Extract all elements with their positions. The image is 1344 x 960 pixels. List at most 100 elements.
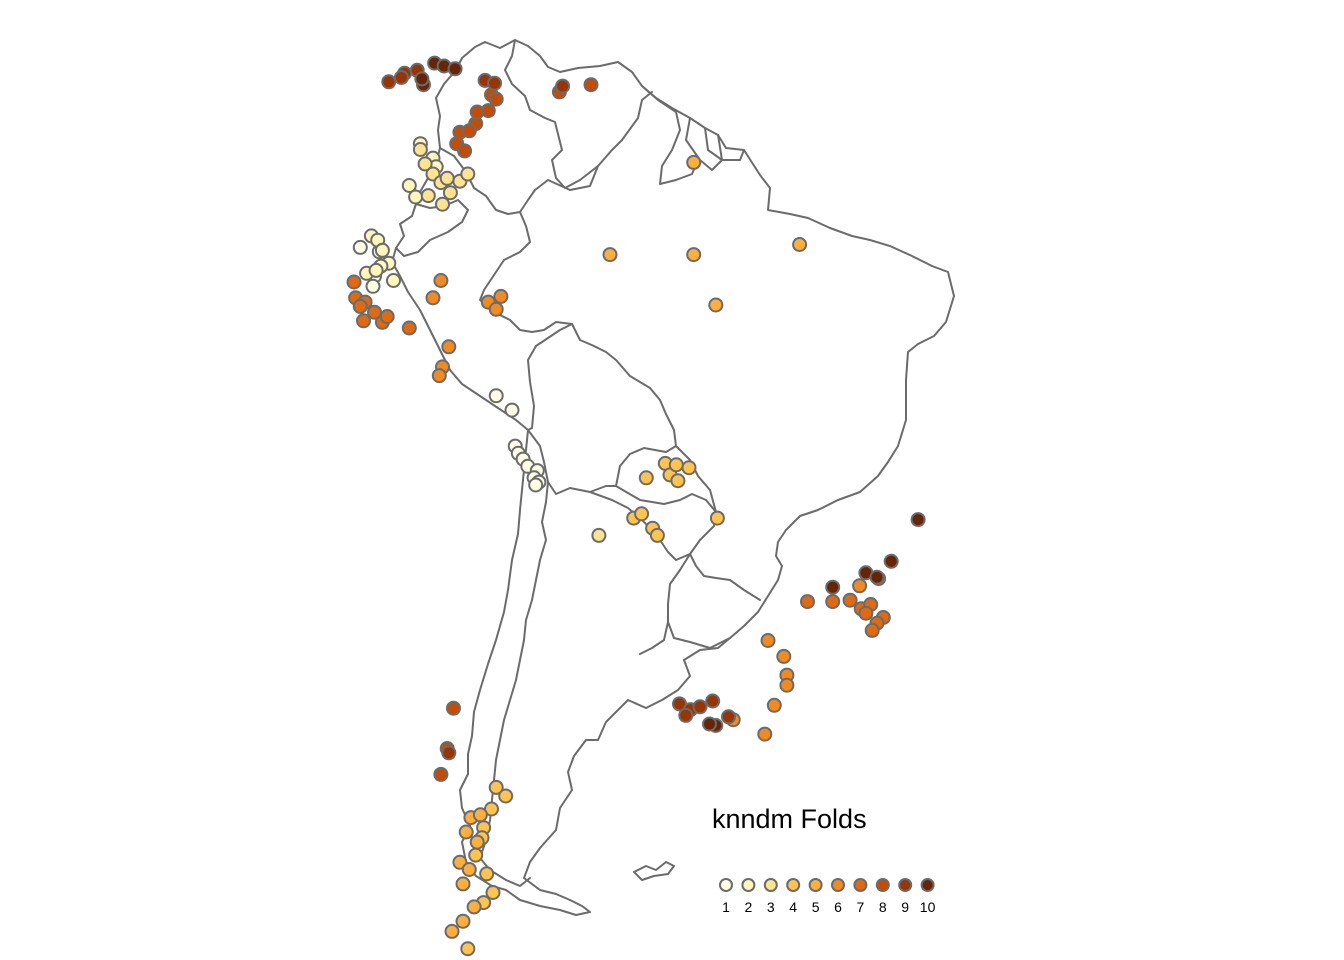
legend-label-4: 4	[789, 899, 797, 915]
fold-4-point	[498, 788, 514, 804]
fold-2-point	[386, 273, 401, 288]
fold-5-point	[686, 154, 702, 170]
fold-4-point	[638, 470, 654, 486]
fold-9-point	[678, 707, 694, 723]
fold-1-point	[528, 477, 544, 493]
fold-4-point	[634, 506, 650, 522]
legend-label-5: 5	[812, 899, 820, 915]
fold-10-point	[883, 553, 899, 569]
fold-10-point	[869, 569, 885, 585]
legend-label-1: 1	[722, 899, 730, 915]
legend-label-8: 8	[879, 899, 887, 915]
legend-swatch-5	[808, 878, 823, 892]
fold-9-point	[692, 699, 708, 715]
fold-9-point	[487, 75, 503, 91]
fold-1-point	[504, 402, 520, 418]
guyana-border	[641, 85, 699, 185]
falkland-islands	[633, 861, 675, 881]
fold-8-point	[446, 700, 461, 716]
legend-swatch-8	[875, 878, 890, 892]
fold-2-point	[374, 242, 390, 258]
fold-5-point	[455, 913, 471, 929]
fold-4-point	[668, 457, 684, 473]
fold-9-point	[441, 745, 457, 761]
fold-7-point	[367, 304, 382, 320]
legend-swatch-2	[741, 878, 756, 892]
fold-8-point	[433, 766, 449, 782]
brazil-north-border	[479, 149, 745, 333]
legend: knndm Folds 1 2 3 4 5 6 7 8 9 10	[712, 804, 936, 915]
fold-5-point	[472, 807, 488, 823]
fold-7-point	[842, 592, 858, 608]
chile-argentina-border	[479, 481, 549, 887]
peru-bolivia-border	[527, 323, 677, 487]
fold-7-point	[800, 594, 815, 610]
fold-6-point	[441, 339, 457, 355]
fold-7-point	[401, 320, 417, 336]
fold-6-point	[760, 633, 776, 648]
paraguay-brazil-border	[675, 445, 717, 513]
fold-5-point	[466, 899, 482, 915]
fold-5-point	[458, 824, 474, 840]
fold-3-point	[417, 156, 433, 172]
fold-7-point	[352, 298, 368, 314]
fold-9-point	[393, 70, 409, 85]
argentina-interior-line	[639, 621, 669, 655]
legend-swatch-9	[898, 878, 913, 892]
fold-5-point	[686, 247, 702, 263]
fold-3-point	[460, 166, 476, 182]
fold-4-point	[709, 510, 725, 526]
fold-5-point	[602, 247, 618, 263]
fold-9-point	[705, 693, 721, 709]
fold-6-point	[488, 301, 504, 317]
fold-5-point	[461, 862, 477, 877]
legend-swatch-7	[853, 878, 868, 892]
fold-8-point	[480, 103, 496, 119]
fold-4-point	[681, 460, 697, 476]
fold-6-point	[852, 578, 868, 594]
legend-label-2: 2	[745, 899, 753, 915]
fold-10-point	[414, 71, 430, 87]
fold-2-point	[368, 262, 384, 278]
fold-6-point	[779, 677, 795, 693]
legend-label-7: 7	[857, 899, 865, 915]
legend-swatch-10	[920, 878, 935, 892]
legend-label-6: 6	[834, 899, 842, 915]
fold-10-point	[910, 512, 926, 528]
fold-10-point	[702, 716, 717, 732]
fold-8-point	[583, 77, 599, 93]
fold-2-point	[401, 178, 417, 193]
fold-7-point	[864, 622, 880, 638]
sample-points	[346, 55, 926, 957]
fold-3-point	[439, 170, 455, 186]
legend-items: 1 2 3 4 5 6 7 8 9 10	[719, 878, 936, 915]
fold-8-point	[488, 91, 504, 107]
fold-4-point	[670, 473, 686, 489]
fold-7-point	[346, 274, 362, 290]
fold-10-point	[825, 579, 841, 595]
fold-9-point	[721, 709, 736, 725]
fold-6-point	[431, 368, 447, 384]
fold-4-point	[479, 866, 495, 882]
legend-title: knndm Folds	[712, 804, 867, 834]
fold-2-point	[408, 189, 424, 205]
legend-swatch-3	[763, 878, 778, 892]
fold-5-point	[792, 237, 808, 252]
suriname-guiana-border	[685, 117, 723, 171]
fold-3-point	[435, 196, 450, 212]
fold-10-point	[447, 61, 463, 77]
fold-9-point	[381, 74, 397, 90]
fold-4-point	[468, 847, 484, 863]
fold-7-point	[356, 313, 371, 329]
fold-6-point	[425, 290, 441, 306]
fold-3-point	[442, 185, 458, 201]
fold-8-point	[457, 143, 473, 159]
fold-6-point	[757, 726, 773, 742]
fold-5-point	[444, 923, 460, 939]
fold-5-point	[708, 297, 724, 313]
fold-5-point	[469, 834, 485, 850]
legend-swatch-1	[719, 878, 733, 892]
fold-3-point	[420, 188, 436, 204]
legend-label-10: 10	[920, 899, 936, 915]
